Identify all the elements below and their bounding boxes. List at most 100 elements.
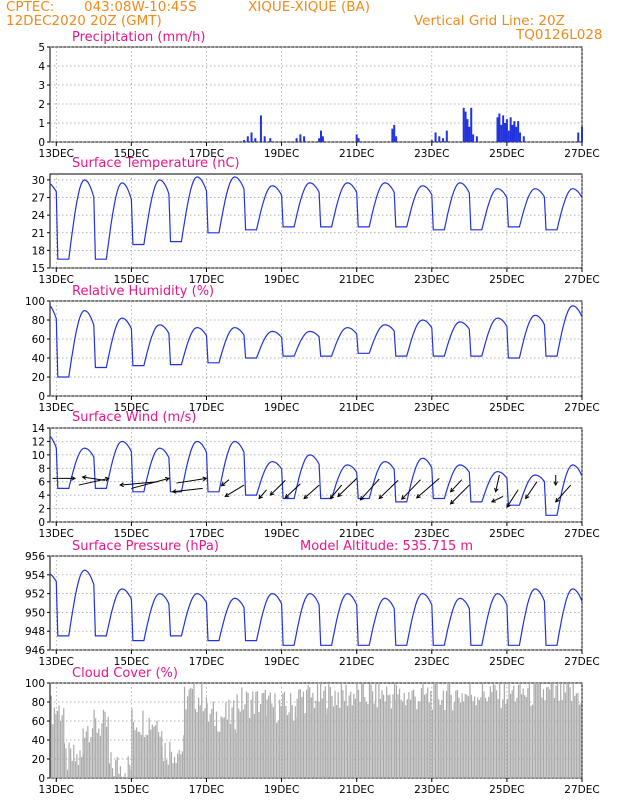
precip-bar [318, 138, 321, 142]
cloud-bar [384, 701, 386, 778]
cloud-bar [531, 704, 534, 778]
cloud-bar [113, 776, 115, 778]
x-tick-label: 27DEC [564, 274, 599, 286]
cloud-bar [98, 728, 100, 778]
cloud-bar [431, 709, 433, 778]
cloud-bar [511, 690, 513, 778]
wind-vector-head [555, 497, 560, 503]
panel-title: Surface Wind (m/s) [72, 410, 196, 425]
wind-vector [360, 478, 380, 501]
cloud-bar [458, 697, 460, 778]
wind-vector [555, 484, 572, 503]
wind-vector-head [449, 499, 455, 505]
cloud-bar [90, 736, 92, 778]
y-tick-label: 0 [38, 391, 45, 403]
precip-bar [500, 124, 503, 142]
cloud-bar [175, 762, 177, 778]
precip-bar [357, 138, 360, 142]
cloud-bar [577, 692, 579, 778]
y-tick-label: 5 [38, 42, 45, 54]
wind-vector [303, 484, 320, 499]
cloud-bar [228, 699, 230, 778]
cloud-bar [301, 697, 303, 778]
wind-vector [224, 484, 245, 497]
y-tick-label: 24 [32, 210, 46, 222]
cloud-bar [428, 702, 430, 778]
precip-bar [391, 128, 394, 142]
x-tick-label: 25DEC [489, 148, 524, 160]
x-tick-label: 21DEC [339, 784, 374, 796]
cloud-bar [419, 701, 421, 778]
cloud-bar [199, 705, 201, 778]
cloud-bar [379, 698, 382, 778]
cloud-bar [575, 693, 577, 778]
cloud-bar [402, 701, 404, 778]
cloud-bar [572, 683, 574, 778]
cloud-bar [427, 687, 429, 778]
cloud-bar [541, 697, 543, 778]
cloud-bar [353, 693, 355, 778]
x-tick-label: 19DEC [264, 784, 299, 796]
precip-bar [250, 132, 253, 142]
panel-title: Surface Pressure (hPa) [72, 539, 219, 554]
x-tick-label: 13DEC [39, 528, 74, 540]
cloud-bar [510, 693, 512, 778]
wind-vector [284, 483, 301, 499]
cloud-bar [291, 705, 293, 778]
x-tick-label: 23DEC [414, 528, 449, 540]
cloud-bar [484, 697, 487, 778]
cloud-bar [362, 683, 364, 778]
cloud-bar [56, 711, 59, 778]
cloud-bar [376, 707, 378, 778]
x-tick-label: 15DEC [114, 528, 149, 540]
wind-vector [258, 489, 267, 499]
y-tick-label: 1 [38, 118, 45, 130]
y-tick-label: 27 [32, 193, 45, 205]
header-location: XIQUE-XIQUE (BA) [248, 0, 371, 15]
cloud-bar [315, 700, 317, 778]
cloud-bar [294, 706, 296, 778]
cloud-bar [542, 689, 545, 778]
cloud-bar [116, 756, 118, 778]
panel-1: 15 18 21 24 27 30 13DEC 15DEC 17DEC 19DEC 21DEC 23D… [32, 156, 600, 286]
cloud-bar [66, 769, 69, 778]
cloud-bar [102, 709, 105, 778]
cloud-bar [434, 683, 437, 778]
y-tick-label: 0 [38, 517, 45, 529]
wind-vector [450, 479, 463, 493]
x-tick-label: 23DEC [414, 402, 449, 414]
y-tick-label: 80 [32, 697, 45, 709]
precip-bar [468, 126, 471, 142]
y-tick-label: 952 [25, 589, 45, 601]
cloud-bar [470, 694, 473, 778]
precip-bar [496, 117, 499, 142]
cloud-bar [159, 736, 161, 778]
cloud-bar [567, 683, 570, 778]
cloud-bar [211, 709, 213, 778]
wind-vector-head [359, 495, 365, 501]
cloud-bar [198, 697, 200, 778]
precip-bar [505, 119, 508, 142]
cloud-bar [477, 697, 479, 778]
cloud-bar [348, 695, 350, 778]
cloud-bar [520, 694, 523, 778]
wind-vector-head [171, 489, 177, 494]
cloud-bar [309, 687, 311, 778]
cloud-bar [533, 683, 535, 778]
cloud-bar [275, 722, 278, 778]
cloud-bar [266, 699, 268, 778]
panel-title: Precipitation (mm/h) [72, 30, 205, 45]
cloud-bar [119, 766, 121, 778]
cloud-bar [508, 683, 510, 778]
wind-vector [337, 477, 358, 497]
series-line [49, 305, 583, 378]
cloud-bar [263, 693, 265, 778]
cloud-bar [489, 686, 491, 778]
wind-vector-head [337, 492, 342, 498]
panel-title: Relative Humidity (%) [72, 284, 214, 299]
cloud-bar [101, 723, 103, 778]
cloud-bar [280, 706, 282, 778]
cloud-bar [244, 704, 246, 778]
cloud-bar [63, 708, 65, 778]
y-tick-label: 946 [25, 645, 45, 657]
